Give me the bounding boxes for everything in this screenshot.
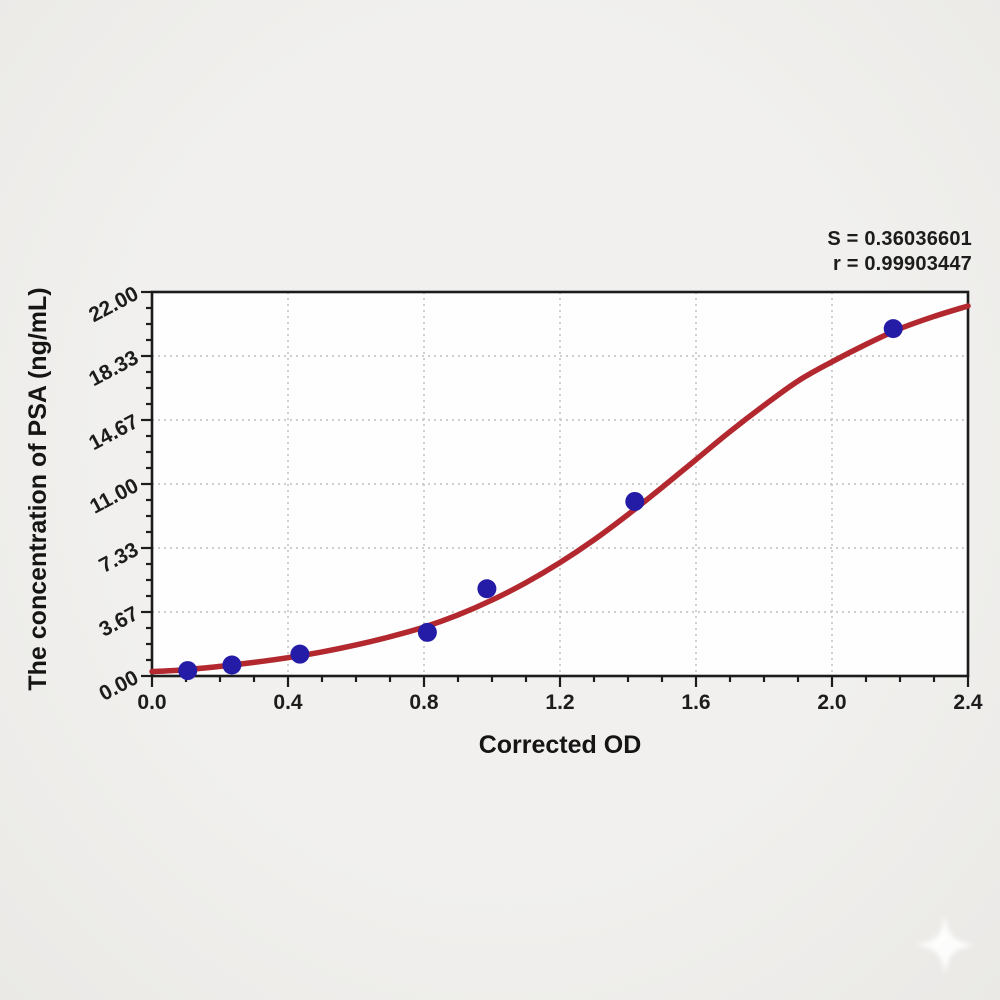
s-value-text: S = 0.36036601 bbox=[827, 228, 972, 250]
y-tick-label: 7.33 bbox=[95, 538, 142, 577]
data-point bbox=[178, 661, 198, 681]
data-point bbox=[222, 655, 242, 675]
r-value-text: r = 0.99903447 bbox=[832, 253, 972, 275]
sparkle-star-icon bbox=[915, 915, 975, 975]
x-axis-title: Corrected OD bbox=[478, 731, 642, 759]
fit-curve bbox=[149, 303, 971, 675]
y-tick-label: 22.00 bbox=[85, 282, 142, 327]
x-tick-label: 2.4 bbox=[953, 691, 983, 714]
y-tick-label: 0.00 bbox=[95, 666, 142, 705]
data-point bbox=[417, 622, 437, 642]
x-tick-label: 0.0 bbox=[137, 691, 166, 714]
data-point bbox=[290, 644, 310, 664]
y-tick-label: 14.67 bbox=[85, 410, 142, 455]
x-tick-label: 0.8 bbox=[409, 691, 439, 714]
y-tick-label: 11.00 bbox=[86, 474, 142, 518]
y-tick-label: 18.33 bbox=[85, 346, 142, 391]
x-tick-label: 1.2 bbox=[545, 691, 574, 714]
x-tick-label: 2.0 bbox=[817, 691, 846, 714]
fit-statistics: S = 0.36036601 r = 0.99903447 bbox=[827, 227, 972, 277]
x-tick-label: 0.4 bbox=[273, 691, 303, 714]
data-point bbox=[625, 491, 645, 511]
x-tick-label: 1.6 bbox=[681, 691, 710, 714]
data-point bbox=[477, 579, 497, 599]
y-tick-label: 3.67 bbox=[95, 602, 142, 641]
data-point bbox=[883, 319, 903, 339]
